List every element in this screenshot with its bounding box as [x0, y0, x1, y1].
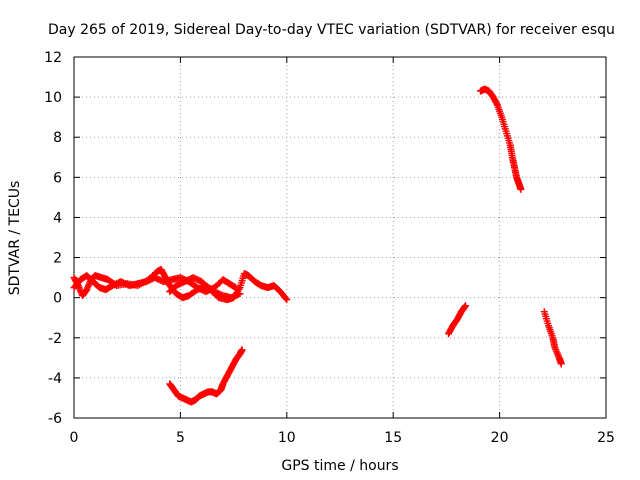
y-tick-label: 2	[53, 251, 62, 267]
x-tick-label: 15	[384, 430, 402, 446]
series-arc-3	[166, 270, 291, 304]
axis-ticks: 0 5 10 15 20 25 -6 -4 -2 0 2 4 6 8 10 12	[44, 50, 615, 446]
y-tick-label: -4	[48, 371, 62, 387]
data-point-marker	[493, 100, 501, 108]
x-tick-label: 5	[176, 430, 185, 446]
y-tick-label: 4	[53, 210, 62, 226]
data-point-marker	[238, 346, 246, 354]
x-tick-label: 20	[491, 430, 509, 446]
series-arc-5	[445, 302, 470, 338]
y-axis-label: SDTVAR / TECUs	[7, 181, 23, 296]
data-point-marker	[283, 296, 291, 304]
y-tick-label: -6	[48, 411, 62, 427]
y-tick-label: -2	[48, 331, 62, 347]
series-arc-7	[540, 308, 565, 368]
chart-title: Day 265 of 2019, Sidereal Day-to-day VTE…	[48, 22, 615, 38]
series-arc-2	[70, 272, 240, 296]
grid-lines	[74, 57, 606, 418]
data-point-marker	[557, 360, 565, 368]
x-tick-label: 25	[597, 430, 615, 446]
x-tick-label: 0	[70, 430, 79, 446]
y-tick-label: 6	[53, 170, 62, 186]
x-axis-label: GPS time / hours	[281, 458, 398, 474]
y-tick-label: 10	[44, 90, 62, 106]
plot-frame	[73, 56, 607, 419]
y-tick-label: 8	[53, 130, 62, 146]
data-points	[70, 85, 565, 406]
series-arc-4	[166, 346, 246, 406]
y-tick-label: 0	[53, 291, 62, 307]
data-point-marker	[462, 302, 470, 310]
x-tick-label: 10	[278, 430, 296, 446]
series-arc-6	[476, 85, 525, 193]
data-point-marker	[461, 303, 469, 311]
y-tick-label: 12	[44, 50, 62, 66]
data-point-marker	[517, 185, 525, 193]
data-point-marker	[282, 294, 290, 302]
